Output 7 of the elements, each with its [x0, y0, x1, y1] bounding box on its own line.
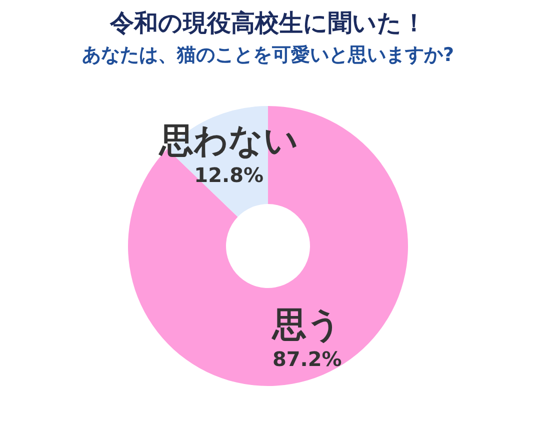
slice-label: 思わない	[157, 120, 298, 161]
chart-subtitle: あなたは、猫のことを可愛いと思いますか?	[82, 44, 454, 66]
data-label: 87.2%	[272, 347, 342, 372]
chart-title: 令和の現役高校生に聞いた！	[109, 9, 426, 37]
slice-label: 思う	[270, 305, 342, 346]
data-label: 12.8%	[194, 162, 264, 187]
donut-slice	[128, 106, 408, 386]
